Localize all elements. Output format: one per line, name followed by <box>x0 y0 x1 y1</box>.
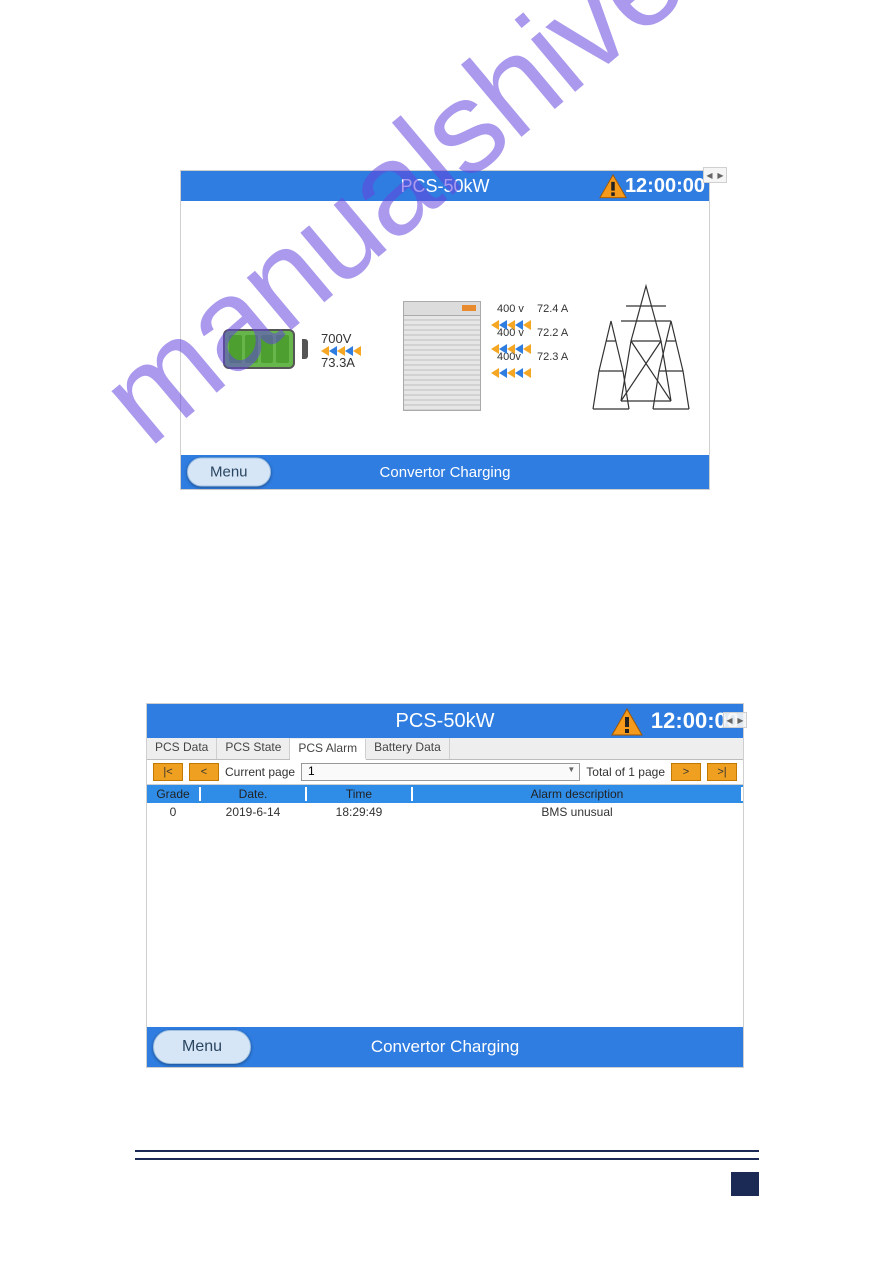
battery-current: 73.3A <box>321 355 355 370</box>
col-grade: Grade <box>147 787 201 801</box>
total-pages-label: Total of 1 page <box>586 765 665 779</box>
menu-button[interactable]: Menu <box>153 1030 251 1064</box>
tab-bar: PCS Data PCS State PCS Alarm Battery Dat… <box>147 738 743 760</box>
first-page-button[interactable]: |< <box>153 763 183 781</box>
warning-icon <box>611 708 643 736</box>
table-row: 0 2019-6-14 18:29:49 BMS unusual <box>147 803 743 821</box>
alarm-panel: PCS-50kW 12:00:00 ◀▶ PCS Data PCS State … <box>146 703 744 1068</box>
tab-pcs-data[interactable]: PCS Data <box>147 738 217 759</box>
tab-pcs-state[interactable]: PCS State <box>217 738 290 759</box>
page-number-box <box>731 1172 759 1196</box>
grid-tower-icon <box>591 281 691 411</box>
tab-pcs-alarm[interactable]: PCS Alarm <box>290 739 366 760</box>
main-diagram-panel: PCS-50kW 12:00:00 ◀▶ 700V 73.3A 400 v 72… <box>180 170 710 490</box>
prev-page-button[interactable]: < <box>189 763 219 781</box>
cell-desc: BMS unusual <box>413 805 743 819</box>
tab-battery-data[interactable]: Battery Data <box>366 738 450 759</box>
flow-arrow-icon <box>491 365 531 375</box>
bottom-bar: Menu Convertor Charging <box>147 1027 743 1067</box>
last-page-button[interactable]: >| <box>707 763 737 781</box>
current-page-label: Current page <box>225 765 295 779</box>
clock: 12:00:00 <box>625 175 705 198</box>
power-flow-diagram: 700V 73.3A 400 v 72.4 A 400 v 72.2 A 400… <box>181 201 709 457</box>
col-date: Date. <box>201 787 307 801</box>
convertor-cabinet-icon <box>403 301 481 411</box>
warning-icon <box>599 174 627 198</box>
flow-arrow-icon <box>321 343 361 353</box>
title-bar: PCS-50kW 12:00:00 ◀▶ <box>147 704 743 738</box>
battery-icon <box>223 329 301 369</box>
flow-arrow-icon <box>491 341 531 351</box>
col-time: Time <box>307 787 413 801</box>
menu-button[interactable]: Menu <box>187 458 271 487</box>
page-title: PCS-50kW <box>400 176 489 197</box>
flow-arrow-icon <box>491 317 531 327</box>
cell-grade: 0 <box>147 805 201 819</box>
nav-arrows[interactable]: ◀▶ <box>723 712 747 728</box>
cell-date: 2019-6-14 <box>201 805 307 819</box>
line1-current: 72.4 A <box>537 303 568 315</box>
footer-rule <box>135 1150 759 1160</box>
title-bar: PCS-50kW 12:00:00 ◀▶ <box>181 171 709 201</box>
nav-arrows[interactable]: ◀▶ <box>703 167 727 183</box>
page-select[interactable]: 1 <box>301 763 580 781</box>
col-desc: Alarm description <box>413 787 743 801</box>
line3-current: 72.3 A <box>537 351 568 363</box>
cell-time: 18:29:49 <box>307 805 413 819</box>
status-label: Convertor Charging <box>371 1037 519 1057</box>
pager: |< < Current page 1 Total of 1 page > >| <box>147 760 743 785</box>
line2-current: 72.2 A <box>537 327 568 339</box>
line1-voltage: 400 v <box>497 303 524 315</box>
alarm-table-header: Grade Date. Time Alarm description <box>147 785 743 803</box>
page-title: PCS-50kW <box>396 710 495 733</box>
bottom-bar: Menu Convertor Charging <box>181 455 709 489</box>
next-page-button[interactable]: > <box>671 763 701 781</box>
status-label: Convertor Charging <box>380 464 511 481</box>
